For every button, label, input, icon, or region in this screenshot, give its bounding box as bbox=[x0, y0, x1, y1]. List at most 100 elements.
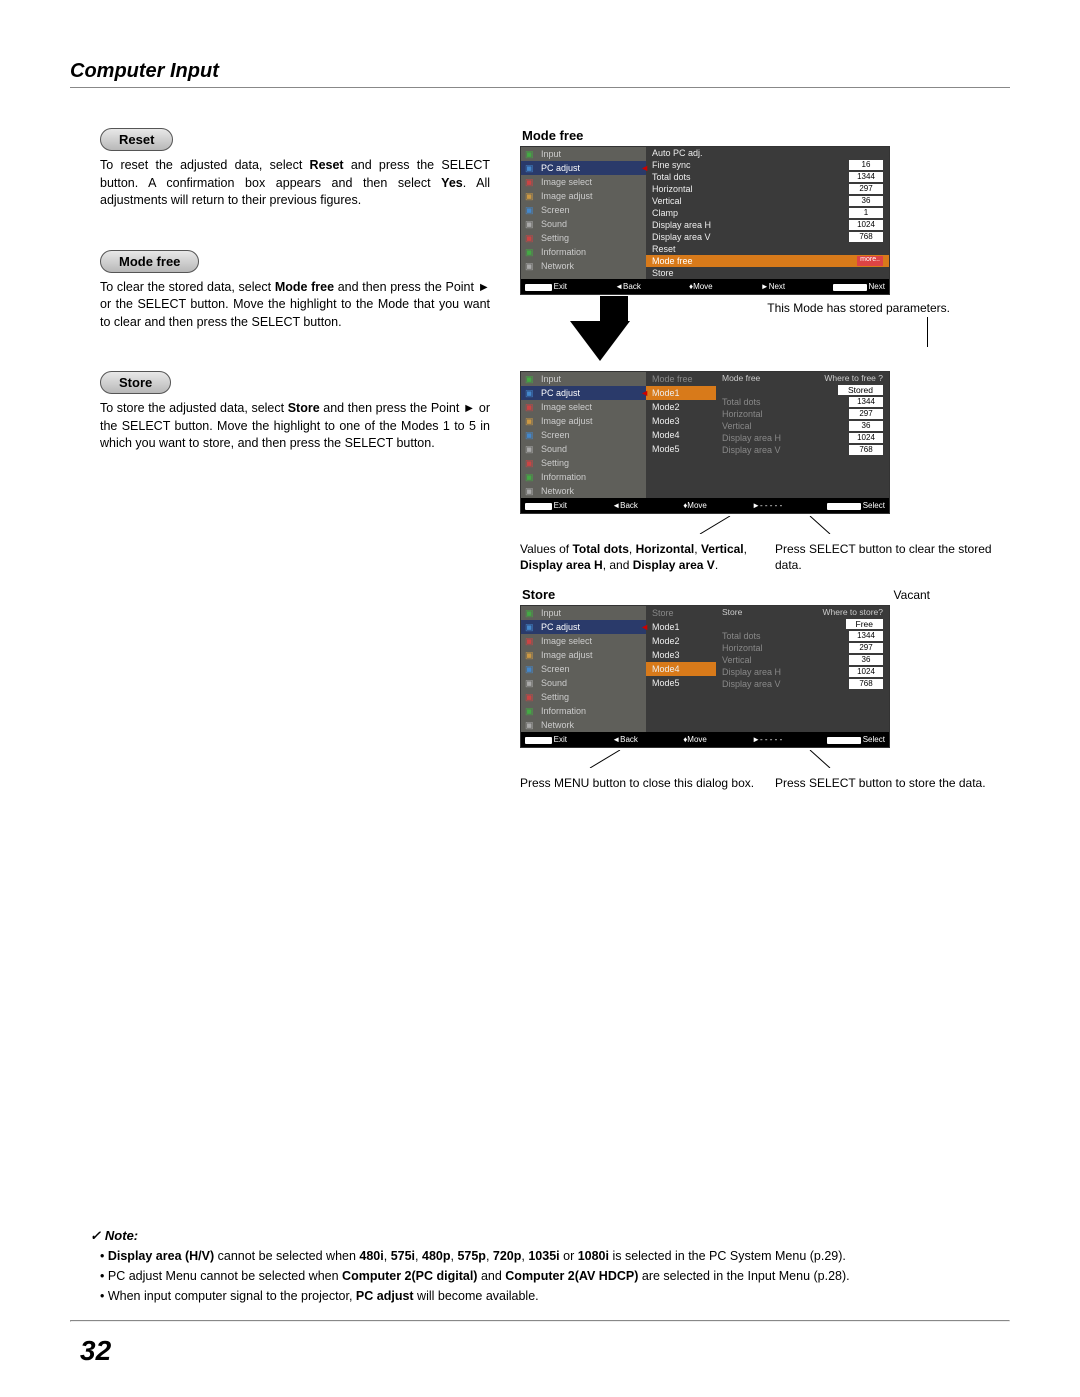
vacant-label: Vacant bbox=[894, 588, 930, 604]
sidebar-item[interactable]: ▣Information bbox=[521, 704, 646, 718]
sidebar-item[interactable]: ▣Information bbox=[521, 470, 646, 484]
param-value: 297 bbox=[849, 643, 883, 653]
mode-item[interactable]: Mode3 bbox=[646, 648, 716, 662]
menu-icon: ▣ bbox=[525, 430, 537, 440]
sidebar-item[interactable]: ▣Setting bbox=[521, 690, 646, 704]
fig3-title: Store bbox=[522, 587, 555, 602]
sidebar-item[interactable]: ▣PC adjust◄ bbox=[521, 386, 646, 400]
reset-bold2: Yes bbox=[441, 176, 463, 190]
arrow-icon: ◄ bbox=[640, 622, 649, 632]
param-row[interactable]: Display area H 1024 bbox=[646, 219, 889, 231]
sidebar-item[interactable]: ▣Screen bbox=[521, 203, 646, 217]
param-row[interactable]: Display area V768 bbox=[646, 231, 889, 243]
select-tag3: SELECT bbox=[827, 737, 860, 744]
menu-icon: ▣ bbox=[525, 692, 537, 702]
page-title: Computer Input bbox=[70, 60, 1010, 83]
mode-item[interactable]: Mode1 bbox=[646, 386, 716, 400]
arrow-icon: ◄ bbox=[640, 388, 649, 398]
where-free: Where to free ? bbox=[824, 373, 883, 383]
menu-fig2: ▣Input▣PC adjust◄▣Image select▣Image adj… bbox=[520, 371, 890, 514]
param-label: Reset bbox=[652, 244, 676, 254]
param-value: 36 bbox=[849, 655, 883, 665]
annot-line bbox=[927, 317, 928, 347]
mode-item[interactable]: Mode2 bbox=[646, 634, 716, 648]
mode-item[interactable]: Mode4 bbox=[646, 428, 716, 442]
bb-back2: Back bbox=[620, 501, 638, 510]
sidebar-item[interactable]: ▣Network bbox=[521, 718, 646, 732]
sidebar-item[interactable]: ▣PC adjust◄ bbox=[521, 620, 646, 634]
sidebar-label: Image adjust bbox=[541, 416, 593, 426]
mode-item[interactable]: Mode3 bbox=[646, 414, 716, 428]
param-row[interactable]: Total dots1344 bbox=[646, 171, 889, 183]
param-row[interactable]: Mode freemore.. bbox=[646, 255, 889, 267]
param-row[interactable]: Fine sync16 bbox=[646, 159, 889, 171]
param-label: Display area H bbox=[652, 220, 711, 230]
params-3: StoreWhere to store? Free Total dots1344… bbox=[716, 606, 889, 732]
menu-icon: ▣ bbox=[525, 720, 537, 730]
sidebar-label: Image adjust bbox=[541, 650, 593, 660]
menu-icon: ▣ bbox=[525, 374, 537, 384]
bb-exit2: Exit bbox=[554, 501, 567, 510]
param-row[interactable]: Auto PC adj. bbox=[646, 147, 889, 159]
sidebar-item[interactable]: ▣Image adjust bbox=[521, 648, 646, 662]
sidebar-item[interactable]: ▣Sound bbox=[521, 217, 646, 231]
modefree-header: Mode freeWhere to free ? bbox=[716, 372, 889, 384]
sidebar-item[interactable]: ▣Sound bbox=[521, 442, 646, 456]
mode-item[interactable]: Mode1 bbox=[646, 620, 716, 634]
sidebar-item[interactable]: ▣ Screen bbox=[521, 428, 646, 442]
param-row[interactable]: Horizontal297 bbox=[646, 183, 889, 195]
sidebar-item[interactable]: ▣Setting bbox=[521, 456, 646, 470]
sidebar-item[interactable]: ▣Network bbox=[521, 259, 646, 273]
param-value: 768 bbox=[849, 679, 883, 689]
param-row[interactable]: Vertical36 bbox=[646, 195, 889, 207]
mode-item[interactable]: Mode5 bbox=[646, 442, 716, 456]
sidebar-item[interactable]: ▣Image adjust bbox=[521, 189, 646, 203]
sidebar-item[interactable]: ▣Sound bbox=[521, 676, 646, 690]
mode-item[interactable]: Mode5 bbox=[646, 676, 716, 690]
down-arrow-icon bbox=[570, 321, 630, 361]
param-label: Horizontal bbox=[722, 643, 763, 653]
menu-icon: ▣ bbox=[525, 486, 537, 496]
sidebar-item[interactable]: ▣Image select bbox=[521, 634, 646, 648]
select-tag2: SELECT bbox=[827, 503, 860, 510]
param-row: Horizontal297 bbox=[716, 408, 889, 420]
menu-icon: ▣ bbox=[525, 458, 537, 468]
param-value: 297 bbox=[849, 184, 883, 194]
sidebar-item[interactable]: ▣Information bbox=[521, 245, 646, 259]
modefree-pill: Mode free bbox=[100, 250, 199, 273]
sidebar-label: Screen bbox=[541, 430, 570, 440]
param-label: Vertical bbox=[652, 196, 682, 206]
sidebar-item[interactable]: ▣Image adjust bbox=[521, 414, 646, 428]
sidebar-item[interactable]: ▣Network bbox=[521, 484, 646, 498]
sidebar-item[interactable]: ▣Image select bbox=[521, 175, 646, 189]
fig1-title: Mode free bbox=[522, 128, 1010, 143]
menu-tag3: MENU bbox=[525, 737, 552, 744]
sidebar-item[interactable]: ▣Image select bbox=[521, 400, 646, 414]
param-row[interactable]: Store bbox=[646, 267, 889, 279]
param-row[interactable]: Reset bbox=[646, 243, 889, 255]
mode-item[interactable]: Mode4 bbox=[646, 662, 716, 676]
param-value: 1024 bbox=[849, 220, 883, 230]
menu-icon: ▣ bbox=[525, 608, 537, 618]
mode-item[interactable]: Mode2 bbox=[646, 400, 716, 414]
pointer-lines-3 bbox=[520, 750, 890, 768]
param-row[interactable]: Clamp1 bbox=[646, 207, 889, 219]
note-2: PC adjust Menu cannot be selected when C… bbox=[100, 1267, 990, 1285]
sidebar-item[interactable]: ▣PC adjust◄ bbox=[521, 161, 646, 175]
sidebar-item[interactable]: ▣Setting bbox=[521, 231, 646, 245]
pointer-lines-2 bbox=[520, 516, 890, 534]
annot-stored: This Mode has stored parameters. bbox=[520, 301, 950, 315]
param-value: 1344 bbox=[849, 172, 883, 182]
sidebar-item[interactable]: ▣Input bbox=[521, 147, 646, 161]
bb-dash2: - - - - - bbox=[760, 501, 782, 510]
bottombar-1: MENUExit ◄Back ♦Move ►Next SELECTNext bbox=[521, 279, 889, 294]
menu-icon: ▣ bbox=[525, 472, 537, 482]
sidebar-item[interactable]: ▣ Input bbox=[521, 606, 646, 620]
sidebar-label: Input bbox=[541, 608, 561, 618]
reset-bold1: Reset bbox=[310, 158, 344, 172]
sidebar-item[interactable]: ▣Input bbox=[521, 372, 646, 386]
sidebar-label: Screen bbox=[541, 205, 570, 215]
sidebar-item[interactable]: ▣Screen bbox=[521, 662, 646, 676]
param-label: Store bbox=[652, 268, 674, 278]
where-store: Where to store? bbox=[823, 607, 883, 617]
